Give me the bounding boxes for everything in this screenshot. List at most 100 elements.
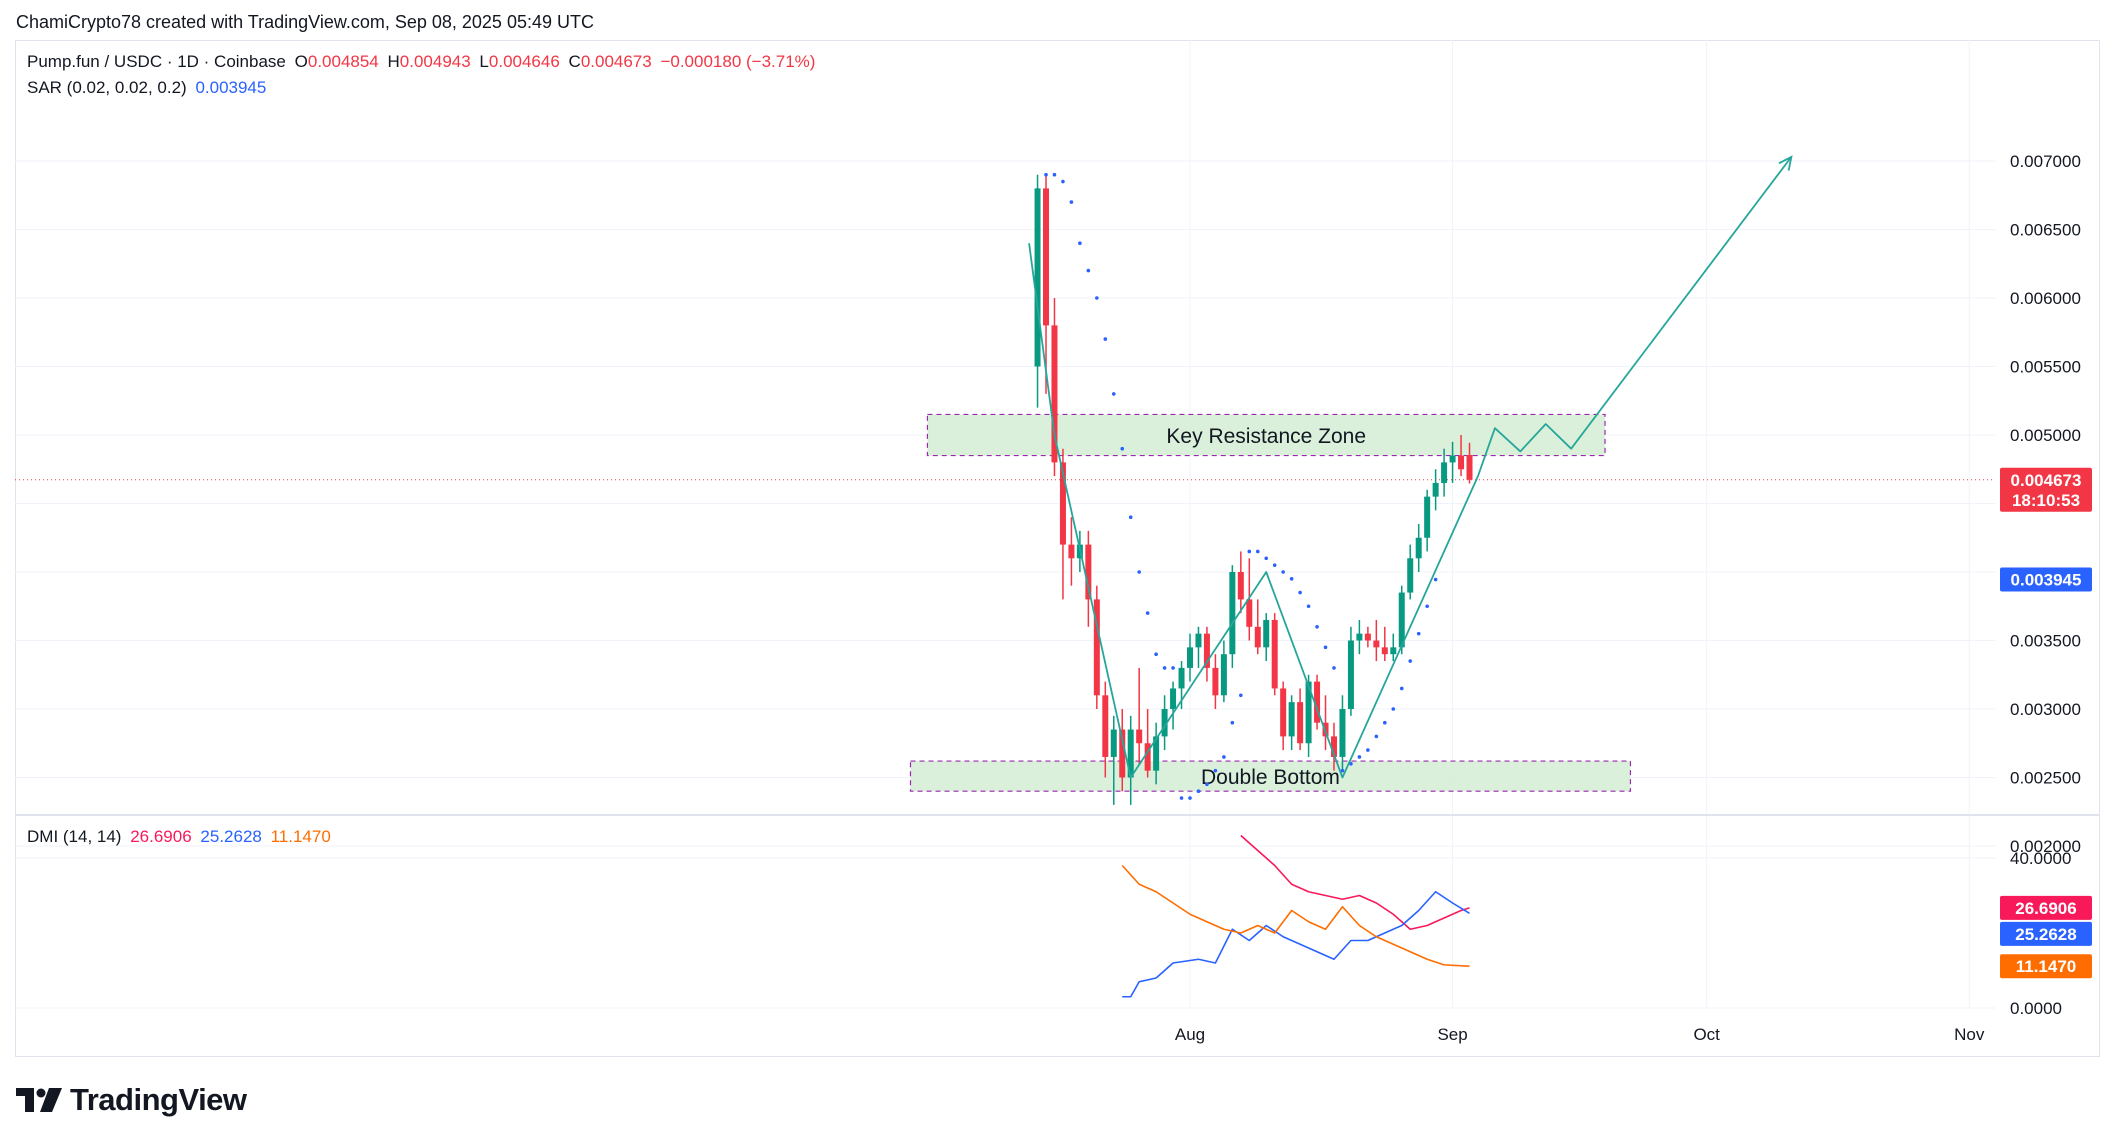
candle-body[interactable] (1271, 619, 1278, 689)
candle-body[interactable] (1364, 633, 1371, 641)
candle-body[interactable] (1119, 729, 1126, 778)
candle-body[interactable] (1203, 633, 1210, 668)
candle-body[interactable] (1330, 736, 1337, 757)
sar-dot (1111, 392, 1116, 396)
double-bottom-label: Double Bottom (1201, 766, 1340, 789)
candle-body[interactable] (1381, 647, 1388, 655)
tradingview-logo[interactable]: TradingView (16, 1082, 247, 1118)
candle-body[interactable] (1144, 743, 1151, 771)
candle-body[interactable] (1424, 496, 1431, 538)
candle-body[interactable] (1390, 647, 1397, 655)
candle-body[interactable] (1356, 633, 1363, 641)
candle-body[interactable] (1339, 709, 1346, 757)
sar-dot (1196, 789, 1201, 793)
price-tick-label: 0.002500 (2010, 769, 2081, 788)
candle-body[interactable] (1229, 572, 1236, 655)
candle-body[interactable] (1212, 667, 1219, 696)
candle-body[interactable] (1034, 188, 1041, 367)
sar-dot (1374, 734, 1379, 739)
sar-label[interactable]: SAR (0.02, 0.02, 0.2) (27, 78, 187, 97)
sar-value: 0.003945 (195, 78, 267, 97)
price-tick-label: 0.006500 (2010, 221, 2081, 240)
candle-body[interactable] (1051, 325, 1058, 463)
candle-body[interactable] (1246, 599, 1253, 627)
open-label: O (294, 52, 308, 71)
candle-body[interactable] (1043, 188, 1050, 326)
sar-dot (1366, 748, 1370, 752)
dmi-adx-tag-text: 11.1470 (2016, 957, 2077, 976)
price-tick-label: 0.003000 (2010, 700, 2081, 719)
dmi-legend: DMI (14, 14) 26.6906 25.2628 11.1470 (27, 827, 335, 847)
ohlc-legend: Pump.fun / USDC · 1D · Coinbase O0.00485… (27, 52, 819, 72)
candle-body[interactable] (1314, 681, 1321, 723)
candle-body[interactable] (1254, 626, 1261, 648)
sar-dot (1349, 762, 1353, 766)
candle-body[interactable] (1170, 688, 1177, 709)
sar-dot (1179, 796, 1184, 800)
dmi-tick-label: 40.0000 (2010, 849, 2071, 868)
sar-dot (1213, 768, 1218, 773)
resistance-zone-label: Key Resistance Zone (1166, 425, 1366, 448)
dmi-plus-tag (2000, 895, 2092, 920)
sar-dot (1357, 755, 1362, 759)
sar-dot (1255, 549, 1260, 554)
candle-body[interactable] (1161, 709, 1168, 737)
candle-body[interactable] (1187, 647, 1193, 668)
dmi-line (1240, 834, 1470, 931)
sar-dot (1205, 782, 1209, 787)
dmi-label[interactable]: DMI (14, 14) (27, 827, 122, 846)
candle-body[interactable] (1127, 729, 1134, 778)
sar-dot (1145, 611, 1150, 615)
sar-dot (1332, 666, 1336, 670)
candle-body[interactable] (1220, 654, 1227, 696)
candle-body[interactable] (1288, 702, 1295, 737)
candle-body[interactable] (1237, 572, 1244, 600)
candle-body[interactable] (1093, 599, 1100, 696)
sar-dot (1154, 652, 1158, 656)
sar-dot (1247, 549, 1252, 554)
sar-dot (1340, 768, 1345, 773)
candle-body[interactable] (1297, 702, 1304, 744)
candle-body[interactable] (1407, 558, 1414, 593)
sar-dot (1323, 645, 1328, 650)
pattern-projection-line[interactable] (1028, 156, 1793, 779)
candle-body[interactable] (1466, 455, 1473, 480)
sar-dot (1306, 604, 1311, 609)
sar-dot (1162, 666, 1167, 670)
time-tick-label: Nov (1954, 1025, 1985, 1044)
price-tick-label: 0.007000 (2010, 152, 2081, 171)
candle-body[interactable] (1153, 736, 1160, 771)
symbol-label[interactable]: Pump.fun / USDC · 1D · Coinbase (27, 52, 286, 71)
candle-body[interactable] (1347, 640, 1354, 710)
sar-dot (1416, 631, 1421, 636)
sar-dot (1239, 693, 1243, 698)
candle-body[interactable] (1263, 619, 1270, 648)
sar-dot (1315, 625, 1319, 629)
candle-body[interactable] (1280, 688, 1287, 737)
candle-body[interactable] (1110, 729, 1117, 757)
sar-dot (1399, 686, 1404, 691)
candle-body[interactable] (1373, 640, 1380, 648)
double-bottom-zone[interactable] (909, 760, 1632, 792)
candle-body[interactable] (1068, 544, 1075, 559)
projection-arrowhead (1778, 155, 1793, 171)
candle-body[interactable] (1136, 729, 1143, 744)
candle-body[interactable] (1195, 633, 1202, 648)
candle-body[interactable] (1441, 462, 1448, 483)
candle-body[interactable] (1458, 455, 1465, 470)
sar-dot (1171, 666, 1175, 670)
sar-dot (1128, 515, 1133, 519)
candle-body[interactable] (1178, 667, 1185, 689)
time-tick-label: Aug (1175, 1025, 1205, 1044)
candle-body[interactable] (1102, 695, 1109, 757)
candle-body[interactable] (1449, 455, 1456, 463)
price-tick-label: 0.005000 (2010, 426, 2081, 445)
last-price-tag (2000, 467, 2092, 512)
candle-body[interactable] (1305, 681, 1312, 744)
candle-body[interactable] (1085, 544, 1092, 600)
candle-body[interactable] (1398, 592, 1405, 648)
candle-body[interactable] (1432, 482, 1439, 497)
candle-body[interactable] (1415, 537, 1422, 559)
candle-body[interactable] (1059, 462, 1066, 545)
